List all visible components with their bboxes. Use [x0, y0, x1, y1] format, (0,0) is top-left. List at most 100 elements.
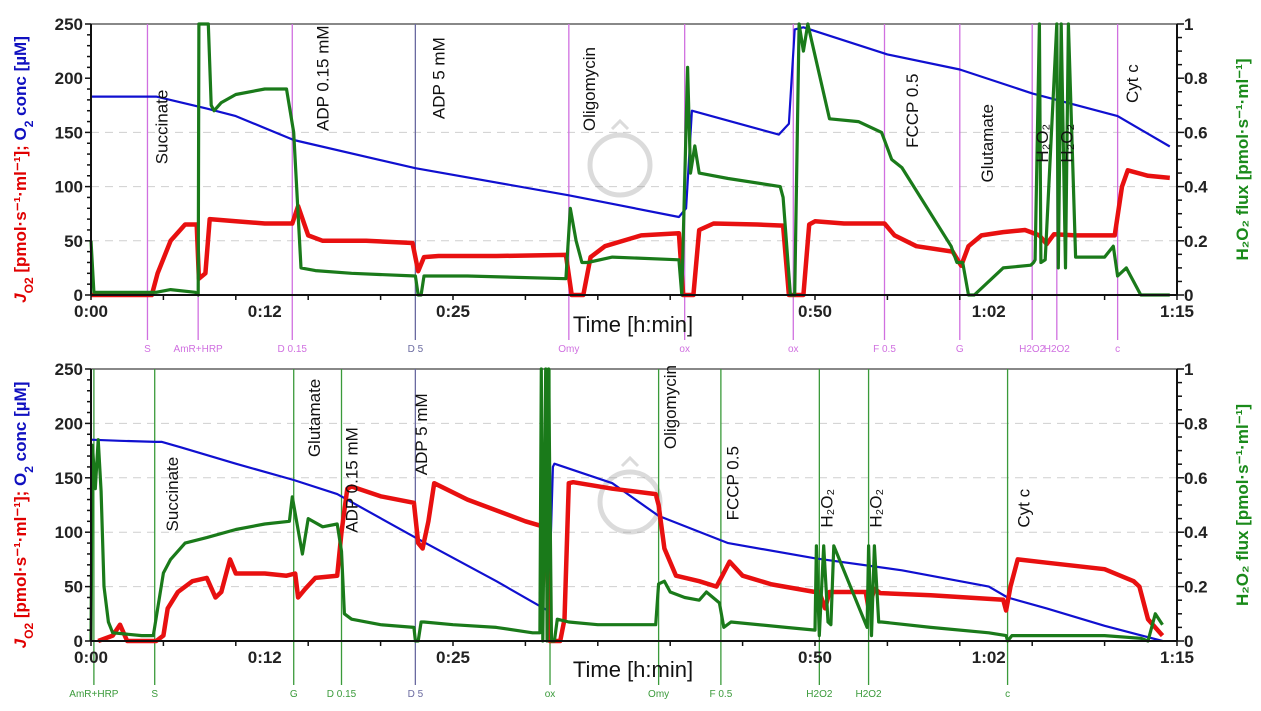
- event-marker-label: G: [290, 689, 298, 700]
- titration-annotation: Glutamate: [305, 379, 324, 457]
- titration-annotation: ADP 5 mM: [412, 393, 431, 475]
- y-axis-title-right: H₂O₂ flux [pmol·s⁻¹·ml⁻¹]: [1233, 58, 1252, 260]
- event-marker-label: c: [1005, 689, 1010, 700]
- series-line-o2-flux: [91, 168, 1171, 298]
- titration-annotation: Oligomycin: [661, 365, 680, 449]
- y-right-tick-label: 0: [1184, 632, 1193, 651]
- y-axis-title-part: O2: [22, 623, 36, 639]
- y-left-tick-label: 150: [55, 123, 83, 142]
- event-marker-label: AmR+HRP: [69, 689, 119, 700]
- x-tick-label: 0:25: [436, 302, 470, 321]
- titration-annotation: Succinate: [163, 457, 182, 532]
- event-marker-label: AmR+HRP: [174, 344, 224, 355]
- y-left-tick-label: 100: [55, 523, 83, 542]
- event-marker-label: ox: [679, 344, 690, 355]
- event-marker-label: Omy: [558, 344, 579, 355]
- titration-annotation: Cyt c: [1014, 488, 1033, 527]
- x-tick-label: 0:12: [248, 648, 282, 667]
- y-right-tick-label: 0.8: [1184, 69, 1208, 88]
- event-marker-label: D 5: [408, 344, 424, 355]
- y-left-tick-label: 100: [55, 178, 83, 197]
- y-axis-title-part: J: [11, 638, 30, 648]
- y-axis-title-part: conc [µM]: [11, 382, 30, 466]
- y-right-tick-label: 1: [1184, 360, 1193, 379]
- x-tick-label: 0:50: [798, 648, 832, 667]
- y-right-tick-label: 0.8: [1184, 414, 1208, 433]
- series-line-h2o2-flux: [89, 22, 1170, 297]
- event-marker-label: F 0.5: [709, 689, 732, 700]
- x-tick-label: 1:02: [972, 302, 1006, 321]
- x-tick-label: 1:02: [972, 648, 1006, 667]
- y-axis-title-part: 2: [22, 466, 36, 473]
- event-marker-label: S: [144, 344, 151, 355]
- titration-annotation: FCCP 0.5: [723, 446, 742, 520]
- x-tick-label: 0:12: [248, 302, 282, 321]
- y-left-tick-label: 50: [64, 232, 83, 251]
- event-marker-label: G: [956, 344, 964, 355]
- y-axis-title-right: H₂O₂ flux [pmol·s⁻¹·ml⁻¹]: [1233, 404, 1252, 606]
- titration-annotation: ADP 5 mM: [429, 37, 448, 119]
- y-left-tick-label: 50: [64, 578, 83, 597]
- x-tick-label: 1:15: [1160, 302, 1194, 321]
- y-left-tick-label: 250: [55, 360, 83, 379]
- y-left-tick-label: 150: [55, 469, 83, 488]
- watermark-crown: [610, 118, 630, 131]
- y-axis-title-part: O: [11, 127, 30, 140]
- titration-annotation: Oligomycin: [580, 47, 599, 131]
- event-marker-label: ox: [545, 689, 556, 700]
- y-left-tick-label: 250: [55, 15, 83, 34]
- titration-annotation: ADP 0.15 mM: [313, 25, 332, 131]
- y-right-tick-label: 0.2: [1184, 578, 1208, 597]
- y-axis-title-part: [pmol·s⁻¹·ml⁻¹];: [11, 486, 30, 623]
- event-marker-label: S: [151, 689, 158, 700]
- y-right-tick-label: 0.4: [1184, 523, 1208, 542]
- event-marker-label: F 0.5: [873, 344, 896, 355]
- titration-annotation: H₂O₂: [867, 489, 886, 528]
- titration-annotation: ADP 0.15 mM: [342, 427, 361, 533]
- event-marker-label: ox: [788, 344, 799, 355]
- titration-annotation: Succinate: [153, 90, 172, 165]
- panel-bottom: AmR+HRP S G D 0.15 D 5 ox Omy F 0.5 H2O2 H2O2 c Suc…: [11, 360, 1252, 700]
- watermark-circle: [587, 132, 653, 198]
- y-left-tick-label: 200: [55, 414, 83, 433]
- event-marker-label: H2O2: [856, 689, 883, 700]
- y-axis-title-part: J: [11, 293, 30, 303]
- y-axis-title-part: O: [11, 473, 30, 486]
- y-axis-title-left: JO2 [pmol·s⁻¹·ml⁻¹]; O2 conc [µM]: [11, 382, 36, 649]
- x-tick-label: 0:00: [74, 648, 108, 667]
- titration-annotation: Cyt c: [1123, 64, 1142, 103]
- event-marker-label: H2O2: [806, 689, 833, 700]
- titration-annotation: Glutamate: [978, 104, 997, 182]
- y-left-tick-label: 0: [74, 632, 83, 651]
- y-axis-title-part: O2: [22, 277, 36, 293]
- x-tick-label: 0:00: [74, 302, 108, 321]
- event-marker-label: Omy: [648, 689, 669, 700]
- y-axis-title-part: [pmol·s⁻¹·ml⁻¹];: [11, 140, 30, 277]
- event-marker-label: c: [1115, 344, 1120, 355]
- watermark-logo-icon: [587, 118, 653, 198]
- x-tick-label: 0:50: [798, 302, 832, 321]
- y-right-tick-label: 0.2: [1184, 232, 1208, 251]
- event-marker-label: D 0.15: [278, 344, 308, 355]
- titration-annotation: H₂O₂: [1058, 124, 1077, 163]
- y-right-tick-label: 0: [1184, 286, 1193, 305]
- titration-annotation: H₂O₂: [1033, 124, 1052, 163]
- y-axis-title-left: JO2 [pmol·s⁻¹·ml⁻¹]; O2 conc [µM]: [11, 36, 36, 303]
- series-line-o2-flux: [97, 479, 1165, 644]
- event-marker-label: H2O2: [1019, 344, 1046, 355]
- y-left-tick-label: 0: [74, 286, 83, 305]
- y-right-tick-label: 0.6: [1184, 469, 1208, 488]
- watermark-crown: [620, 455, 640, 468]
- x-axis-title: Time [h:min]: [573, 312, 693, 337]
- series-line-o2-concentration: [91, 26, 1171, 219]
- y-axis-title-part: conc [µM]: [11, 36, 30, 120]
- event-marker-label: H2O2: [1044, 344, 1071, 355]
- event-marker-label: D 5: [408, 689, 424, 700]
- series-line-h2o2-flux: [89, 367, 1164, 643]
- y-right-tick-label: 0.4: [1184, 178, 1208, 197]
- y-right-tick-label: 0.6: [1184, 123, 1208, 142]
- x-tick-label: 1:15: [1160, 648, 1194, 667]
- titration-annotation: H₂O₂: [817, 489, 836, 528]
